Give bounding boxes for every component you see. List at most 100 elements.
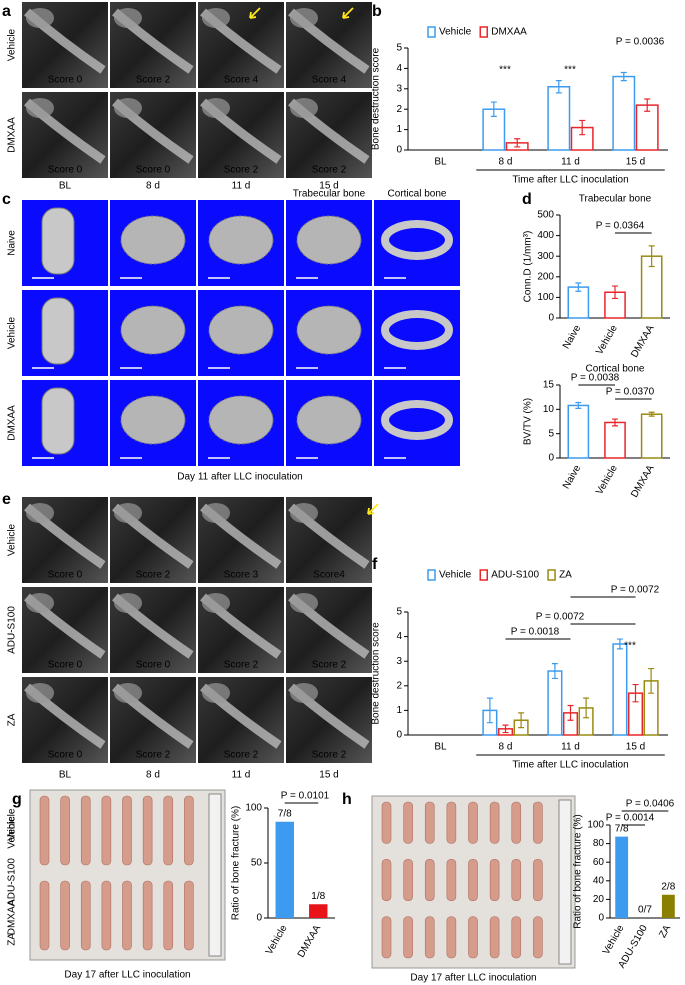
y-tick-label: 3 bbox=[396, 83, 402, 94]
error-bar bbox=[518, 712, 525, 729]
chart-title: Cortical bone bbox=[586, 364, 645, 375]
bar bbox=[309, 904, 328, 918]
y-tick-label: 200 bbox=[537, 271, 554, 282]
bone-photo bbox=[533, 859, 543, 901]
row-label: DMXAA bbox=[7, 117, 18, 153]
score-label: Score 2 bbox=[224, 750, 259, 761]
bone-photo bbox=[142, 795, 153, 866]
ruler bbox=[558, 799, 572, 965]
bone-section bbox=[41, 297, 75, 365]
bone-photo bbox=[381, 801, 392, 844]
y-tick-label: 0 bbox=[548, 313, 554, 324]
cortical-ring bbox=[381, 220, 453, 260]
annotation: *** bbox=[499, 65, 511, 76]
joint bbox=[26, 593, 54, 613]
joint bbox=[114, 593, 142, 613]
caption: Day 17 after LLC inoculation bbox=[410, 973, 536, 984]
panel-label: h bbox=[342, 791, 352, 808]
bone-section bbox=[208, 305, 274, 355]
error-bar bbox=[551, 663, 558, 680]
joint bbox=[114, 683, 142, 703]
legend-label: Vehicle bbox=[439, 570, 472, 581]
score-label: Score 2 bbox=[136, 75, 171, 86]
score-label: Score 0 bbox=[136, 165, 171, 176]
column-label: 11 d bbox=[232, 770, 251, 781]
bone-photo bbox=[403, 801, 413, 844]
score-label: Score 0 bbox=[136, 660, 171, 671]
y-tick-label: 0 bbox=[256, 913, 262, 924]
value-label: 7/8 bbox=[278, 808, 292, 819]
column-label: BL bbox=[59, 181, 72, 192]
column-label: 8 d bbox=[146, 770, 160, 781]
cortical-ring bbox=[381, 310, 453, 350]
column-header: Trabecular bone bbox=[293, 189, 366, 200]
annotation: P = 0.0072 bbox=[611, 585, 660, 596]
bone-section bbox=[296, 395, 362, 445]
joint bbox=[26, 503, 54, 523]
column-label: BL bbox=[59, 770, 72, 781]
x-tick-label: BL bbox=[434, 742, 447, 753]
bar bbox=[275, 821, 294, 918]
x-tick-label: Naive bbox=[561, 463, 584, 491]
joint bbox=[26, 98, 54, 118]
value-label: 1/8 bbox=[311, 891, 325, 902]
y-tick-label: 60 bbox=[593, 857, 605, 868]
arrow bbox=[249, 7, 261, 19]
x-tick-label: 8 d bbox=[499, 157, 513, 168]
y-tick-label: 0 bbox=[396, 730, 402, 741]
y-tick-label: 0 bbox=[396, 145, 402, 156]
bar bbox=[567, 404, 590, 459]
error-bar bbox=[612, 418, 618, 427]
legend-swatch bbox=[479, 569, 488, 581]
bone-section bbox=[208, 215, 274, 265]
panel-label: g bbox=[12, 791, 22, 808]
error-bar bbox=[567, 704, 574, 721]
y-tick-label: 4 bbox=[396, 631, 402, 642]
y-tick-label: 500 bbox=[537, 210, 554, 221]
column-label: 15 d bbox=[319, 770, 338, 781]
annotation: P = 0.0072 bbox=[536, 612, 585, 623]
score-label: Score 2 bbox=[136, 750, 171, 761]
value-label: 0/7 bbox=[638, 905, 652, 916]
panel-label: e bbox=[2, 491, 11, 508]
value-label: 2/8 bbox=[661, 881, 675, 892]
joint bbox=[202, 503, 230, 523]
y-tick-label: 400 bbox=[537, 230, 554, 241]
annotation: P = 0.0370 bbox=[606, 387, 655, 398]
bone-section bbox=[296, 305, 362, 355]
arrow bbox=[342, 7, 354, 19]
cortical-ring bbox=[381, 400, 453, 440]
joint bbox=[202, 98, 230, 118]
x-tick-label: 15 d bbox=[626, 157, 645, 168]
column-label: 8 d bbox=[146, 181, 160, 192]
row-label: ADU-S100 bbox=[7, 858, 18, 906]
bone-photo bbox=[122, 880, 132, 951]
score-label: Score 2 bbox=[312, 165, 347, 176]
x-tick-label: 11 d bbox=[561, 742, 580, 753]
bone-photo bbox=[142, 880, 153, 951]
row-label: Vehicle bbox=[7, 316, 18, 349]
x-tick-label: BL bbox=[434, 157, 447, 168]
error-bar bbox=[616, 638, 623, 650]
joint bbox=[114, 8, 142, 28]
y-tick-label: 10 bbox=[543, 404, 555, 415]
y-axis-label: Conn.D (1/mm³) bbox=[523, 231, 534, 303]
row-label: ADU-S100 bbox=[7, 606, 18, 654]
error-bar bbox=[555, 80, 562, 94]
y-tick-label: 100 bbox=[245, 803, 262, 814]
row-label: Naive bbox=[7, 230, 18, 256]
x-tick-label: 15 d bbox=[626, 742, 645, 753]
annotation: P = 0.0406 bbox=[626, 799, 675, 810]
panel-label: a bbox=[2, 3, 11, 20]
bone-photo bbox=[184, 880, 194, 951]
caption: Day 17 after LLC inoculation bbox=[64, 970, 190, 981]
bone-photo bbox=[381, 916, 392, 959]
panel-label: b bbox=[372, 3, 382, 20]
joint bbox=[290, 98, 318, 118]
score-label: Score 4 bbox=[224, 75, 259, 86]
y-tick-label: 300 bbox=[537, 251, 554, 262]
bone-photo bbox=[468, 801, 478, 844]
legend-label: ZA bbox=[559, 570, 572, 581]
bone-photo bbox=[424, 859, 435, 901]
